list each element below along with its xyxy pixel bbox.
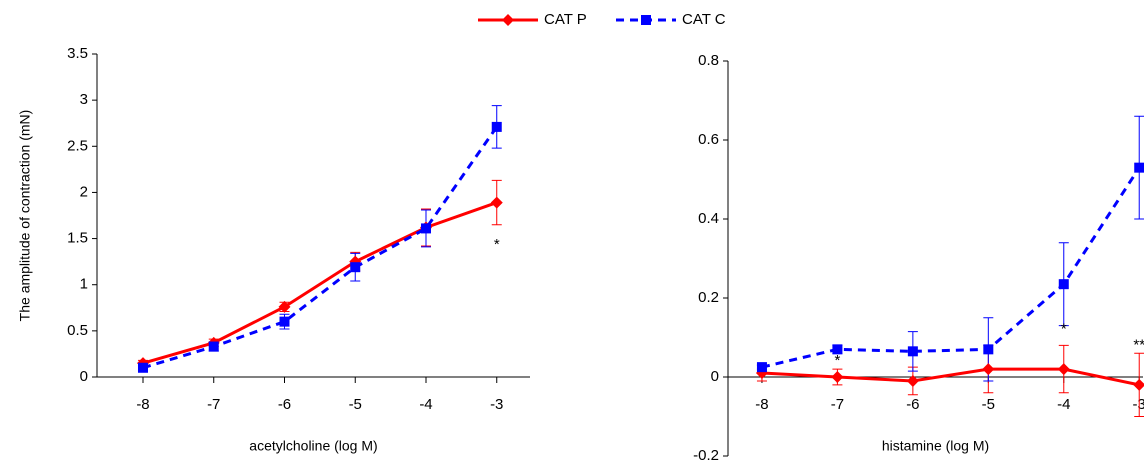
y-tick-label: 0	[80, 368, 88, 385]
series-line	[761, 166, 1141, 369]
y-tick-label: 0.4	[698, 210, 719, 227]
x-tick-label: -6	[906, 396, 919, 413]
annotation: *	[494, 236, 500, 253]
y-tick-label: 0	[711, 368, 719, 385]
y-tick-label: 0.6	[698, 131, 719, 148]
marker	[278, 300, 291, 313]
marker	[756, 362, 767, 373]
marker	[906, 374, 919, 387]
marker	[491, 121, 502, 132]
marker	[1134, 162, 1144, 173]
legend-label: CAT C	[682, 11, 726, 28]
annotation: **	[1133, 336, 1144, 353]
annotation: *	[834, 352, 840, 369]
y-tick-label: 3.5	[67, 45, 88, 62]
marker	[641, 15, 651, 25]
x-tick-label: -5	[349, 396, 362, 413]
marker	[502, 14, 514, 26]
marker	[832, 344, 843, 355]
marker	[983, 344, 994, 355]
y-axis-label: The amplitude of contraction (mN)	[17, 110, 33, 322]
x-axis-label: acetylcholine (log M)	[249, 438, 377, 454]
x-tick-label: -4	[1057, 396, 1070, 413]
marker	[279, 316, 290, 327]
y-tick-label: 2.5	[67, 137, 88, 154]
legend-label: CAT P	[544, 11, 587, 28]
marker	[907, 346, 918, 357]
x-tick-label: -8	[755, 396, 768, 413]
annotation: *	[1061, 321, 1067, 338]
x-tick-label: -8	[136, 396, 149, 413]
series-line	[761, 367, 1140, 387]
y-tick-label: 1	[80, 276, 88, 293]
series-line	[142, 126, 498, 370]
y-tick-label: 0.8	[698, 52, 719, 69]
marker	[831, 371, 844, 383]
y-tick-label: 0.5	[67, 322, 88, 339]
y-tick-label: 0.2	[698, 289, 719, 306]
marker	[420, 223, 431, 234]
y-tick-label: 3	[80, 91, 88, 108]
x-tick-label: -7	[207, 396, 220, 413]
series-line	[142, 201, 498, 365]
marker	[982, 363, 995, 376]
marker	[1133, 378, 1144, 391]
x-tick-label: -3	[1133, 396, 1144, 413]
x-tick-label: -5	[982, 396, 995, 413]
marker	[350, 262, 361, 273]
marker	[208, 341, 219, 352]
marker	[1057, 363, 1070, 376]
x-tick-label: -6	[278, 396, 291, 413]
x-axis-label: histamine (log M)	[882, 438, 989, 454]
x-tick-label: -4	[419, 396, 432, 413]
y-tick-label: -0.2	[693, 447, 719, 461]
x-tick-label: -3	[490, 396, 503, 413]
x-tick-label: -7	[831, 396, 844, 413]
marker	[137, 362, 148, 373]
marker	[1058, 279, 1069, 290]
y-tick-label: 1.5	[67, 230, 88, 247]
marker	[490, 196, 503, 209]
y-tick-label: 2	[80, 183, 88, 200]
